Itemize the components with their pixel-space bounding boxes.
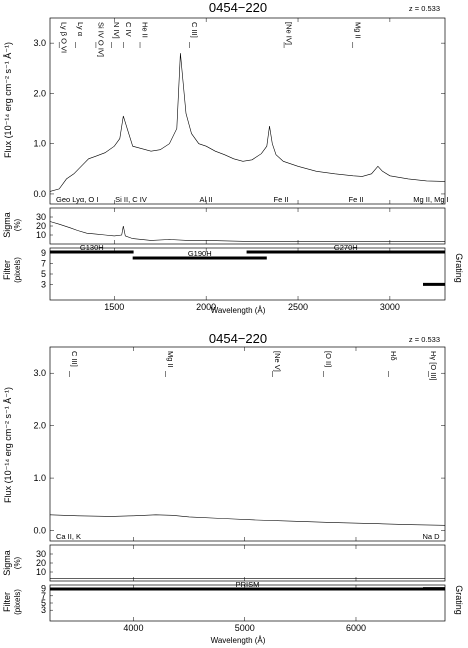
emission-line-label: He II (141, 22, 150, 38)
x-tick-label: 2000 (196, 302, 216, 312)
absorption-label: Na D (422, 532, 440, 541)
flux-series-line (49, 514, 446, 526)
sigma-y-tick-label: 30 (36, 212, 46, 222)
filter-y-tick-label: 9 (41, 584, 46, 594)
absorption-label: Geo Lyα, O I (56, 195, 98, 204)
x-axis-label-1: Wavelength (Å) (211, 306, 266, 315)
flux-y-tick-label: 3.0 (33, 38, 46, 48)
sigma-y-tick-label: 30 (36, 549, 46, 559)
x-tick-label: 5000 (235, 623, 255, 633)
flux-panel-frame (49, 346, 446, 542)
flux-y-tick-label: 3.0 (33, 368, 46, 378)
filter-y-label-2a: Filter (2, 592, 12, 612)
filter-y-tick-label: 5 (41, 598, 46, 608)
filter-y-tick-label: 3 (41, 279, 46, 289)
flux-series-line (49, 53, 446, 192)
grating-bar-label: G130H (80, 243, 104, 252)
emission-line-label: [Ne IV] (285, 22, 294, 45)
chart-title-1: 0454−220 (209, 0, 267, 15)
emission-line-label: Si IV O IV] (96, 22, 105, 57)
grating-bar-label: G190H (188, 249, 212, 258)
absorption-label: Ca II, K (56, 532, 81, 541)
absorption-label: Si II, C IV (115, 195, 147, 204)
flux-y-tick-label: 2.0 (33, 88, 46, 98)
absorption-label: Fe II (348, 195, 363, 204)
absorption-label: Mg II, Mg I (413, 195, 448, 204)
x-axis-label-2: Wavelength (Å) (211, 636, 266, 645)
emission-line-label: Mg II (353, 22, 362, 39)
grating-bar-label: PRISM (236, 580, 260, 589)
sigma-y-tick-label: 20 (36, 221, 46, 231)
flux-y-tick-label: 2.0 (33, 421, 46, 431)
emission-line-label: C III] (70, 351, 79, 367)
filter-panel-frame (49, 247, 446, 301)
x-tick-label: 1500 (104, 302, 124, 312)
flux-y-tick-label: 0.0 (33, 526, 46, 536)
x-tick-label: 2500 (288, 302, 308, 312)
filter-y-tick-label: 7 (41, 259, 46, 269)
filter-y-label-1a: Filter (2, 260, 12, 280)
emission-line-label: Mg II (166, 351, 175, 368)
sigma-y-tick-label: 10 (36, 230, 46, 240)
grating-bar-label: G270H (334, 243, 358, 252)
sigma-series-line (49, 221, 445, 242)
redshift-label-2: z = 0.533 (409, 335, 440, 344)
flux-y-tick-label: 0.0 (33, 189, 46, 199)
emission-line-label: C III] (190, 22, 199, 38)
sigma-y-label-1a: Sigma (2, 212, 12, 238)
sigma-y-tick-label: 20 (36, 558, 46, 568)
x-tick-label: 6000 (346, 623, 366, 633)
emission-line-label: Hγ [O III] (429, 351, 438, 381)
filter-y-tick-label: 9 (41, 248, 46, 258)
emission-line-label: Ly α (76, 22, 85, 37)
sigma-y-label-2a: Sigma (2, 550, 12, 576)
grating-label-2: Grating (454, 585, 464, 615)
filter-y-tick-label: 5 (41, 269, 46, 279)
filter-y-label-1b: (pixels) (13, 257, 22, 283)
flux-y-label-2: Flux (10⁻¹⁴ erg cm⁻² s⁻¹ Å⁻¹) (3, 387, 13, 503)
absorption-label: Fe II (273, 195, 288, 204)
sigma-y-label-2b: (%) (13, 556, 22, 569)
x-tick-label: 4000 (123, 623, 143, 633)
emission-line-label: [O II] (324, 351, 333, 367)
filter-y-label-2b: (pixels) (13, 589, 22, 615)
flux-panel-frame (49, 17, 446, 205)
filter-y-tick-label: 3 (41, 605, 46, 615)
emission-line-label: C IV (124, 22, 133, 37)
flux-y-label-1: Flux (10⁻¹⁴ erg cm⁻² s⁻¹ Å⁻¹) (3, 42, 13, 158)
flux-y-tick-label: 1.0 (33, 473, 46, 483)
sigma-y-tick-label: 10 (36, 567, 46, 577)
emission-line-label: [Ne V] (273, 351, 282, 372)
absorption-label: Al II (200, 195, 213, 204)
chart-title-2: 0454−220 (209, 331, 267, 346)
redshift-label-1: z = 0.533 (409, 4, 440, 13)
sigma-y-label-1b: (%) (13, 218, 22, 231)
emission-line-label: N IV] (112, 22, 121, 39)
flux-y-tick-label: 1.0 (33, 139, 46, 149)
emission-line-label: Ly β O VI (60, 22, 69, 53)
grating-label-1: Grating (454, 253, 464, 283)
sigma-panel-frame (49, 207, 446, 245)
emission-line-label: Hδ (389, 351, 398, 361)
filter-y-tick-label: 7 (41, 591, 46, 601)
x-tick-label: 3000 (380, 302, 400, 312)
sigma-panel-frame (49, 544, 446, 582)
